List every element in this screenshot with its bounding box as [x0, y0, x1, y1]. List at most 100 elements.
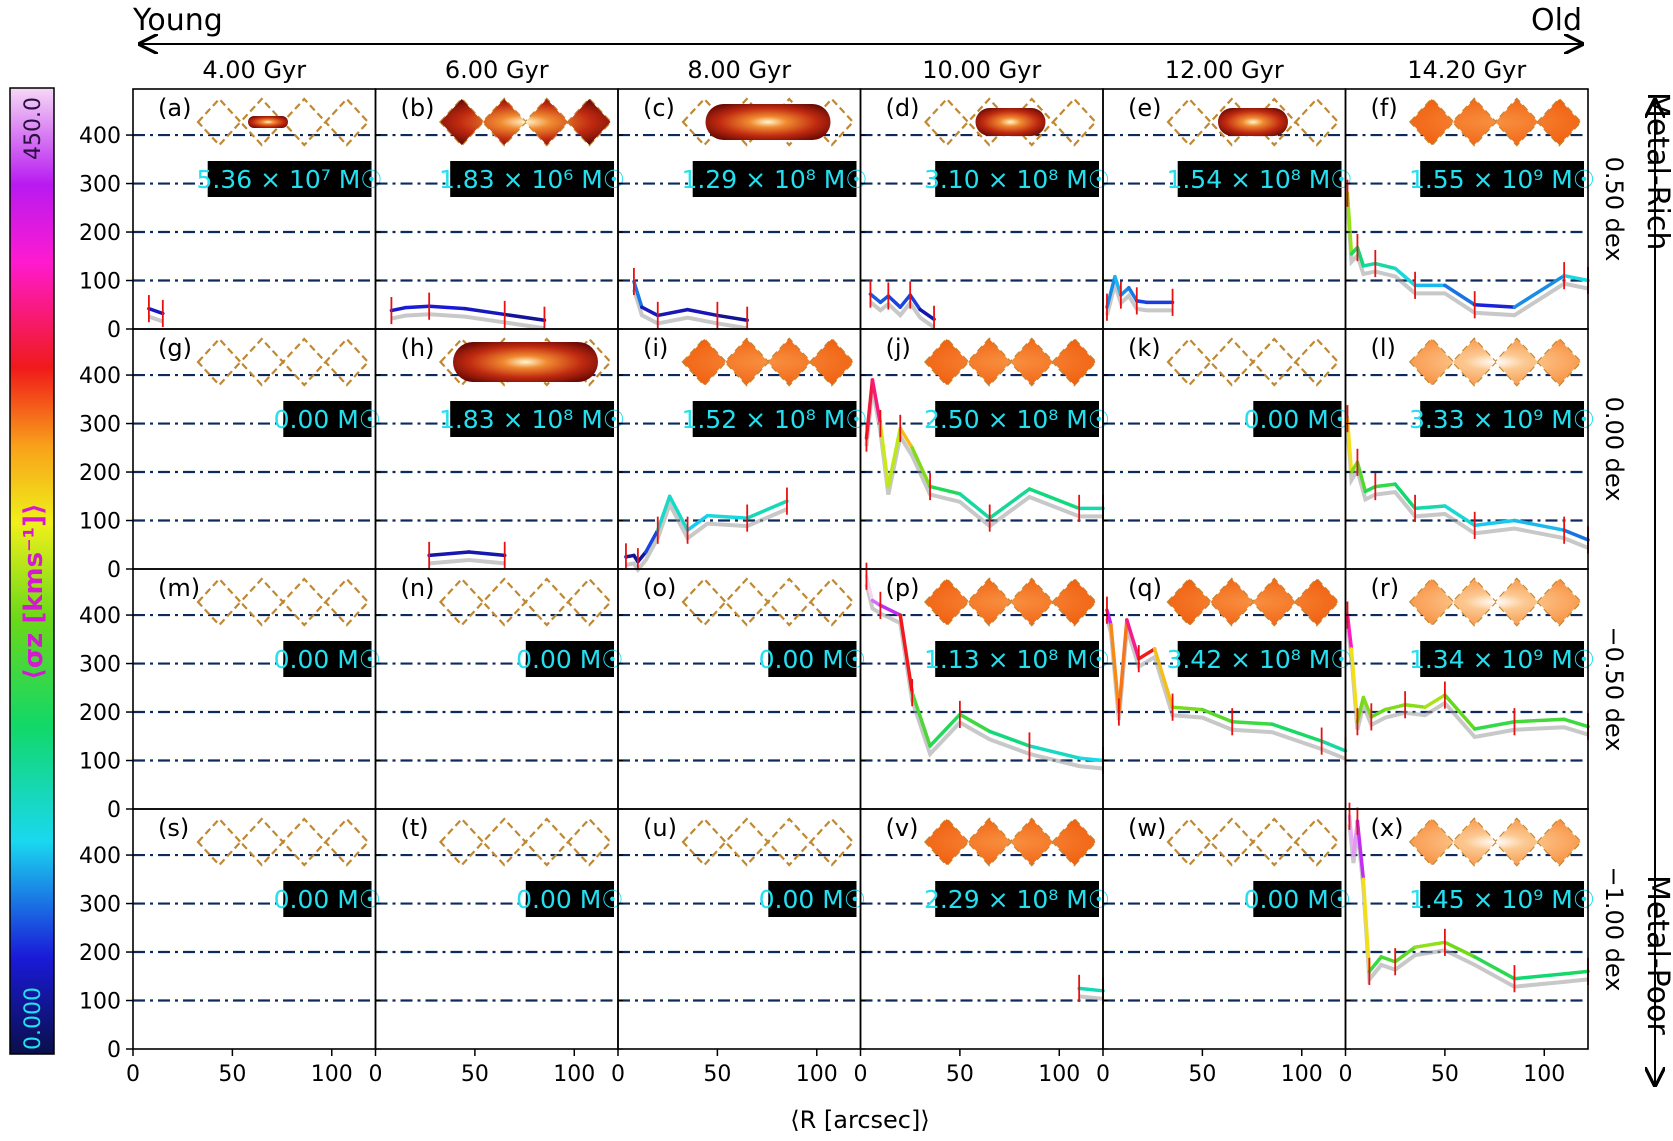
panel-label: (f) [1371, 94, 1398, 122]
footprint-outline [1166, 97, 1340, 147]
panel: 1.55 × 10⁹ M☉ (f) [1344, 88, 1595, 330]
series-segment [898, 613, 914, 695]
panel: 0.00 M☉ (k) [1102, 328, 1351, 570]
series-segment [1472, 719, 1517, 731]
series-segment [1355, 819, 1366, 882]
mass-badge [525, 641, 614, 677]
series-segment [928, 712, 962, 748]
series-segment [656, 307, 690, 318]
y-tick-label: 300 [79, 173, 121, 198]
series-segment [928, 484, 962, 496]
series-segment [878, 603, 903, 617]
column-header: 12.00 Gyr [1165, 56, 1284, 84]
series-segment [502, 312, 547, 323]
footprint-outline [439, 97, 612, 147]
panel-label: (d) [886, 94, 920, 122]
series-segment [1562, 273, 1590, 283]
footprint-outline [439, 817, 612, 867]
mass-badge [935, 401, 1099, 437]
series-segment [1119, 286, 1131, 297]
mass-badge [283, 401, 372, 437]
series-segment [636, 550, 648, 564]
mass-badge [692, 401, 857, 437]
mass-label: 3.33 × 10⁹ M☉ [1409, 405, 1595, 434]
panel-label: (j) [886, 334, 911, 362]
series-shadow [1105, 277, 1173, 316]
metal-rich-label: Metal-Rich [1640, 92, 1673, 250]
mass-badge [692, 161, 857, 197]
panel-label: (o) [643, 574, 676, 602]
series-segment [1562, 717, 1590, 729]
panel-label: (r) [1371, 574, 1400, 602]
series-segment [878, 421, 891, 489]
series-segment [987, 729, 1032, 748]
mass-label: 3.10 × 10⁸ M☉ [924, 165, 1110, 194]
series-segment [1363, 484, 1378, 494]
x-tick-label: 100 [1281, 1062, 1323, 1087]
mass-badge [283, 881, 372, 917]
mass-badge [1177, 641, 1342, 677]
mass-label: 0.00 M☉ [274, 645, 382, 674]
mass-label: 1.45 × 10⁹ M☉ [1409, 885, 1595, 914]
panel: 5.36 × 10⁷ M☉ (a) 0 100 200 300 400 [79, 88, 383, 343]
x-tick-label: 0 [611, 1062, 625, 1087]
y-tick-label: 300 [79, 893, 121, 918]
x-tick-label: 50 [218, 1062, 246, 1087]
panel-label: (p) [886, 574, 920, 602]
mass-label: 1.13 × 10⁸ M☉ [924, 645, 1110, 674]
series-segment [1512, 518, 1566, 532]
series-shadow [625, 499, 788, 574]
series-segment [1355, 695, 1366, 724]
age-old-label: Old [1531, 3, 1582, 38]
series-segment [886, 426, 903, 489]
series-shadow [148, 314, 164, 324]
footprint-outline [681, 577, 855, 627]
row-label: 0.50 dex [1600, 157, 1628, 262]
series-segment [1472, 955, 1517, 981]
mass-label: 2.50 × 10⁸ M☉ [924, 405, 1110, 434]
panel: 1.45 × 10⁹ M☉ (x) 0 50 100 [1339, 802, 1595, 1087]
mass-badge [1177, 161, 1342, 197]
panel: 0.00 M☉ (u) 0 50 100 [611, 808, 867, 1087]
mass-badge [450, 401, 614, 437]
y-tick-label: 100 [79, 510, 121, 535]
x-tick-label: 50 [946, 1062, 974, 1087]
colorbar-max-label: 450.0 [21, 97, 46, 160]
mass-label: 1.34 × 10⁹ M☉ [1409, 645, 1595, 674]
series-shadow [869, 299, 936, 329]
series-segment [389, 305, 408, 313]
panel-label: (x) [1371, 814, 1404, 842]
footprint-outline [196, 337, 370, 387]
panel: 1.52 × 10⁸ M☉ (i) [617, 328, 868, 574]
x-tick-label: 0 [126, 1062, 140, 1087]
y-tick-label: 200 [79, 701, 121, 726]
series-segment [427, 550, 471, 558]
stellar-map [1410, 579, 1581, 625]
colorbar-min-label: 0.000 [21, 987, 46, 1050]
stellar-map [1410, 99, 1581, 145]
series-segment [467, 550, 507, 558]
panel-frame [374, 808, 619, 1050]
panel-label: (s) [158, 814, 189, 842]
series-segment [864, 378, 875, 440]
series-segment [1361, 695, 1374, 719]
series-segment [1125, 618, 1141, 661]
mass-badge [935, 641, 1099, 677]
y-tick-label: 100 [79, 990, 121, 1015]
column-header: 4.00 Gyr [202, 56, 306, 84]
panel: 0.00 M☉ (w) 0 50 100 [1096, 808, 1351, 1087]
panel: 0.00 M☉ (s) 0 100 200 300 400 0 50 100 [79, 808, 381, 1087]
panel: 1.34 × 10⁹ M☉ (r) [1344, 568, 1595, 810]
panel-frame [132, 328, 377, 570]
series-segment [1077, 756, 1105, 763]
mass-label: 0.00 M☉ [759, 885, 867, 914]
y-tick-label: 400 [79, 844, 121, 869]
x-axis-label: ⟨R [arcsec]⟩ [790, 1106, 929, 1134]
mass-badge [525, 881, 614, 917]
panel-frame [1102, 328, 1347, 570]
panel: 0.00 M☉ (g) 0 100 200 300 400 [79, 328, 381, 583]
panel-frame [132, 568, 377, 810]
series-segment [1355, 460, 1368, 494]
panel-label: (k) [1128, 334, 1161, 362]
stellar-map [925, 339, 1096, 385]
